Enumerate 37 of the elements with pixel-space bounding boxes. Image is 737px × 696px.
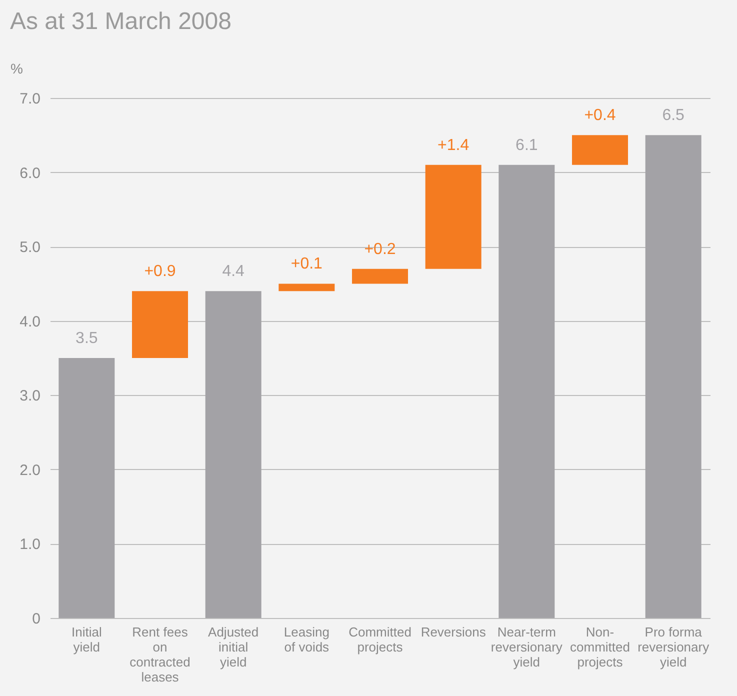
bar (278, 284, 335, 292)
y-axis-title: % (10, 60, 23, 76)
x-tick-label: Near-term reversionary yield (490, 624, 563, 670)
y-tick-label: 4.0 (20, 313, 40, 330)
bar (58, 358, 115, 618)
bar (572, 135, 628, 165)
bar (645, 135, 702, 618)
bar (352, 268, 408, 284)
x-tick-label: Committed projects (348, 624, 412, 654)
y-tick-label: 7.0 (20, 90, 40, 108)
x-tick-label: Adjusted initial yield (208, 624, 259, 670)
data-label: +0.9 (144, 263, 176, 280)
data-label: +1.4 (438, 136, 470, 154)
x-tick-label: Non-committed projects (570, 624, 630, 670)
data-label: 4.4 (222, 263, 245, 280)
data-label: +0.2 (364, 240, 396, 258)
bar (498, 164, 555, 618)
data-label: +0.4 (584, 107, 616, 124)
data-label: 6.5 (662, 107, 685, 124)
y-tick-label: 3.0 (20, 388, 40, 405)
x-tick-label: Leasing of voids (284, 624, 330, 654)
y-tick-label: 2.0 (20, 462, 40, 479)
y-tick-label: 6.0 (20, 164, 40, 182)
y-tick-label: 0 (32, 610, 40, 628)
x-tick-label: Rent fees on contracted leases (130, 624, 190, 684)
x-tick-label: Pro forma reversionary yield (638, 624, 710, 670)
bar (205, 291, 262, 618)
data-label: 6.1 (516, 136, 538, 154)
bar (132, 291, 188, 358)
y-tick-label: 5.0 (20, 239, 40, 256)
chart-title: As at 31 March 2008 (10, 8, 232, 35)
x-tick-label: Initial yield (71, 624, 102, 654)
bar (425, 164, 482, 269)
x-tick-label: Reversions (420, 624, 486, 640)
data-label: +0.1 (290, 256, 323, 273)
y-tick-label: 1.0 (20, 536, 40, 554)
data-label: 3.5 (76, 330, 98, 347)
